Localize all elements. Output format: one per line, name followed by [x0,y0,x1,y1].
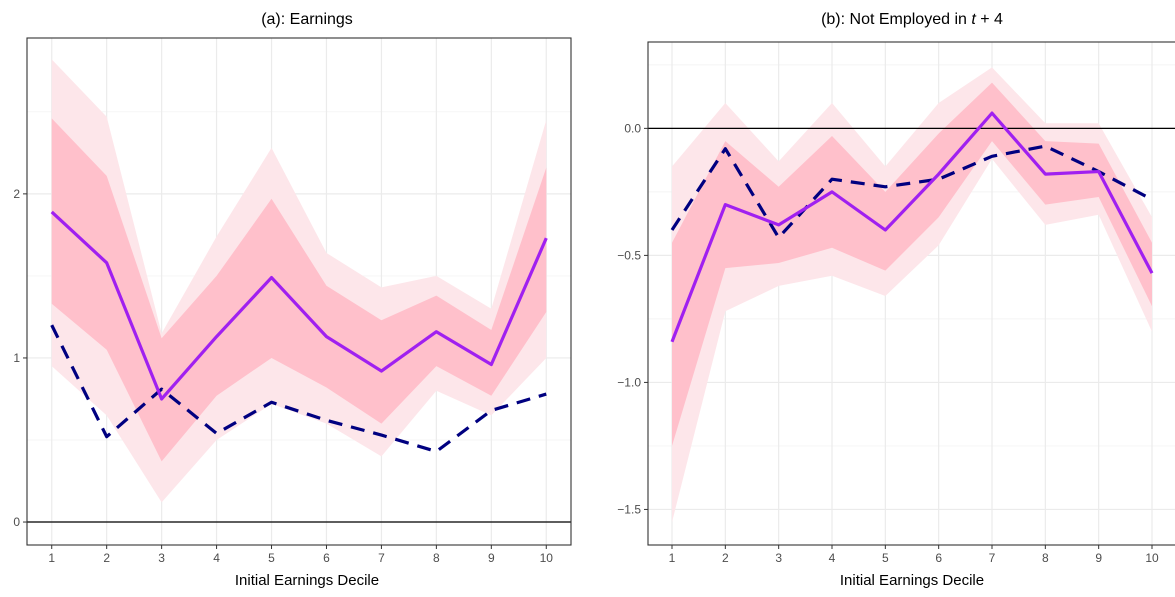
panel-not-employed: (b): Not Employed in t + 4 0.0 −0.5 −1.0 −1… [617,11,1175,589]
panel-b-x-tick-label: 4 [829,551,836,565]
panel-a-y-tick-label: 0 [13,515,20,529]
panel-a-y-tick-label: 2 [13,187,20,201]
panel-b-y-tick-label: −1.5 [617,502,641,516]
panel-b-x-tick-label: 10 [1145,551,1159,565]
panel-earnings: (a): Earnings 0 1 2 1 2 3 4 5 6 7 8 9 10 Initial Ear… [13,11,572,589]
panel-a-x-tick-label: 7 [378,551,385,565]
panel-a-border [26,37,572,546]
panel-b-y-tick-label: −0.5 [617,248,641,262]
panel-b-ci-band-2 [672,82,1152,446]
panel-b-series-dashed [670,144,1153,240]
panel-b-x-tick-label: 6 [935,551,942,565]
panel-b-y-tick-label: 0.0 [624,121,641,135]
panel-b-x-tick-label: 7 [989,551,996,565]
panel-a-title: (a): Earnings [261,11,353,28]
panel-b-y-tick-label: −1.0 [617,375,641,389]
panel-b-title-suffix: + 4 [976,11,1003,28]
panel-a-xlabel: Initial Earnings Decile [235,572,379,589]
panel-a-x-tick-label: 6 [323,551,330,565]
panel-a-x-tick-label: 5 [268,551,275,565]
panel-b-title: (b): Not Employed in t + 4 [821,11,1003,28]
panel-b-plot-area [648,67,1175,523]
panel-b-title-italic: t [971,11,976,28]
panel-b-x-tick-label: 2 [722,551,729,565]
panel-b-x-tick-label: 1 [669,551,676,565]
panel-b-series-solid [670,111,1154,343]
panel-a-y-tick-label: 1 [13,351,20,365]
panel-b-title-main: (b): Not Employed in [821,11,971,28]
panel-b-x-tick-label: 3 [775,551,782,565]
panel-a-x-tick-label: 8 [433,551,440,565]
panel-a-x-tick-label: 10 [540,551,554,565]
panel-a-plot-area [27,59,571,523]
panel-a-x-tick-label: 2 [103,551,110,565]
panel-b-border [647,41,1175,546]
panel-b-x-tick-label: 8 [1042,551,1049,565]
panel-a-x-tick-label: 3 [158,551,165,565]
panel-a-x-tick-label: 9 [488,551,495,565]
panel-a-series-dashed [50,324,547,454]
panel-b-x-tick-label: 5 [882,551,889,565]
panel-a-x-tick-label: 1 [48,551,55,565]
panel-a-series-solid [50,210,548,401]
panel-a-x-tick-label: 4 [213,551,220,565]
panel-b-x-tick-label: 9 [1095,551,1102,565]
panel-a-ci-band-2 [51,118,547,462]
panel-b-xlabel: Initial Earnings Decile [840,572,984,589]
